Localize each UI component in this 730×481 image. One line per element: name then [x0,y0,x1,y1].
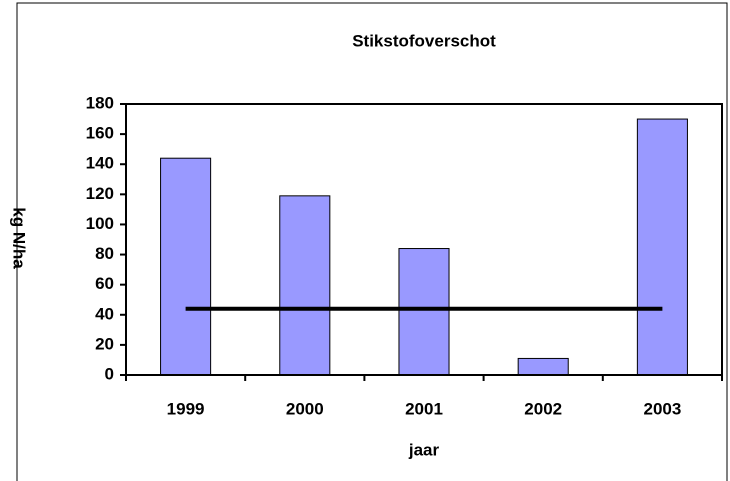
y-tick-label: 100 [86,214,114,233]
x-tick-label: 2002 [524,399,562,418]
bar [517,357,569,376]
x-tick-label: 2000 [286,399,324,418]
y-tick-label: 0 [105,364,114,383]
y-tick-label: 80 [95,244,114,263]
y-axis-title: kg N/ha [10,207,29,269]
bar [636,118,688,376]
y-tick-label: 40 [95,304,114,323]
x-axis-title: jaar [408,440,440,459]
y-tick-label: 160 [86,124,114,143]
y-tick-label: 120 [86,184,114,203]
x-tick-label: 2001 [405,399,443,418]
bar [160,157,212,376]
chart-frame [16,2,728,481]
chart-title: Stikstofoverschot [352,31,496,50]
x-tick-label: 2003 [643,399,681,418]
bar [398,248,450,376]
plot-border [125,103,723,376]
x-tick-label: 1999 [167,399,205,418]
y-tick-label: 140 [86,154,114,173]
y-tick-label: 20 [95,334,114,353]
y-tick-label: 180 [86,93,114,112]
bar [279,195,331,376]
y-tick-label: 60 [95,274,114,293]
